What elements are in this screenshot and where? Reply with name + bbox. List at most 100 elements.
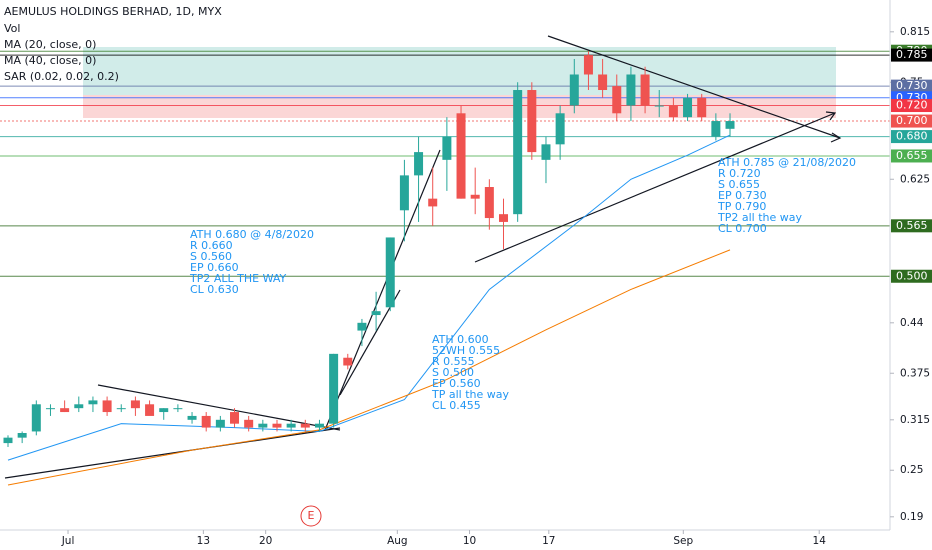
candle-body <box>173 408 183 410</box>
annotation: S 0.500 <box>432 366 474 379</box>
candle-body <box>583 55 593 75</box>
y-tick-label: 0.625 <box>900 173 930 185</box>
price-label-box <box>891 130 932 144</box>
annotation: R 0.720 <box>718 167 761 180</box>
price-label-box <box>891 48 932 62</box>
candle-body <box>357 322 367 331</box>
candle-body <box>371 311 381 316</box>
price-label-box <box>891 114 932 128</box>
ma-line <box>7 134 731 461</box>
y-tick-label: 0.375 <box>900 367 930 379</box>
candle-body <box>442 136 452 160</box>
candle-body <box>541 144 551 160</box>
candle-body <box>428 198 438 207</box>
candle-body <box>697 97 707 118</box>
price-label-box <box>891 269 932 283</box>
x-tick-label: 17 <box>542 535 555 547</box>
candle-body <box>456 113 466 199</box>
x-tick-label: 14 <box>813 535 827 547</box>
candle-body <box>187 415 197 420</box>
candle-body <box>527 90 537 153</box>
x-tick-label: 20 <box>259 535 272 547</box>
candle-body <box>640 74 650 106</box>
annotation: ATH 0.600 <box>432 333 489 346</box>
indicator: MA (40, close, 0) <box>4 54 96 67</box>
annotation: EP 0.730 <box>718 189 767 202</box>
candle-body <box>569 74 579 106</box>
x-tick-label: Aug <box>387 535 408 547</box>
trendlines <box>4 35 842 479</box>
candle-body <box>272 423 282 428</box>
chart-title: AEMULUS HOLDINGS BERHAD, 1D, MYX <box>4 5 222 18</box>
annotation: CL 0.630 <box>190 283 239 296</box>
annotation: S 0.655 <box>718 178 760 191</box>
price-label: 0.785 <box>896 48 928 61</box>
annotation: TP2 ALL THE WAY <box>189 272 287 285</box>
candle-body <box>159 408 169 413</box>
candle-body <box>74 404 84 409</box>
candle-body <box>513 90 523 215</box>
x-tick-label: 13 <box>197 535 210 547</box>
y-tick-label: 0.44 <box>900 317 924 329</box>
candle-body <box>470 194 480 199</box>
candle-body <box>725 121 735 129</box>
earnings-icon <box>300 505 322 527</box>
ma-line <box>7 249 731 486</box>
candle-body <box>201 415 211 428</box>
candle-body <box>88 400 98 405</box>
price-label-box <box>891 79 932 93</box>
x-tick-label: Sep <box>673 535 693 547</box>
candle-body <box>612 86 622 114</box>
candle-body <box>626 74 636 106</box>
x-tick-label: 10 <box>463 535 476 547</box>
candle-body <box>654 105 664 107</box>
annotation: TP all the way <box>431 388 509 401</box>
x-tick-label: Jul <box>61 535 75 547</box>
candle-body <box>17 433 27 438</box>
candle-body <box>668 105 678 118</box>
annotation: EP 0.660 <box>190 261 239 274</box>
price-label-box <box>891 219 932 233</box>
indicator: SAR (0.02, 0.02, 0.2) <box>4 70 119 83</box>
price-label: 0.500 <box>896 269 928 282</box>
annotation: S 0.560 <box>190 250 232 263</box>
candle-body <box>385 237 395 308</box>
annotation: TP 0.790 <box>717 200 766 213</box>
candle-body <box>31 404 41 432</box>
annotation: R 0.660 <box>190 239 233 252</box>
price-label: 0.700 <box>896 114 928 127</box>
candle-body <box>244 419 254 428</box>
candle-body <box>329 353 339 424</box>
annotation: CL 0.700 <box>718 222 767 235</box>
candle-body <box>116 408 126 410</box>
earnings-icon-label: E <box>308 509 315 522</box>
candle-body <box>60 408 70 413</box>
y-tick-label: 0.19 <box>900 511 923 523</box>
y-tick-label: 0.25 <box>900 464 923 476</box>
zone-box <box>83 47 836 95</box>
price-label: 0.680 <box>896 130 928 143</box>
candle-body <box>499 214 509 222</box>
candle-body <box>258 423 268 428</box>
candle-body <box>314 423 324 428</box>
annotation: ATH 0.785 @ 21/08/2020 <box>718 156 856 169</box>
price-label-box <box>891 99 932 113</box>
candle-body <box>230 412 240 424</box>
price-label: 0.565 <box>896 219 928 232</box>
candle-body <box>399 175 409 211</box>
annotation: R 0.555 <box>432 355 475 368</box>
price-label: 0.720 <box>896 99 928 112</box>
candle-body <box>343 357 353 366</box>
y-tick-label: 0.815 <box>900 26 930 38</box>
candle-body <box>484 187 494 219</box>
candle-body <box>215 419 225 428</box>
candle-body <box>102 400 112 413</box>
price-label-box <box>891 149 932 163</box>
candle-body <box>711 121 721 137</box>
candle-body <box>130 400 140 409</box>
annotation: 52WH 0.555 <box>432 344 500 357</box>
price-label: 0.655 <box>896 149 928 162</box>
candle-body <box>555 113 565 145</box>
candle-body <box>286 423 296 428</box>
